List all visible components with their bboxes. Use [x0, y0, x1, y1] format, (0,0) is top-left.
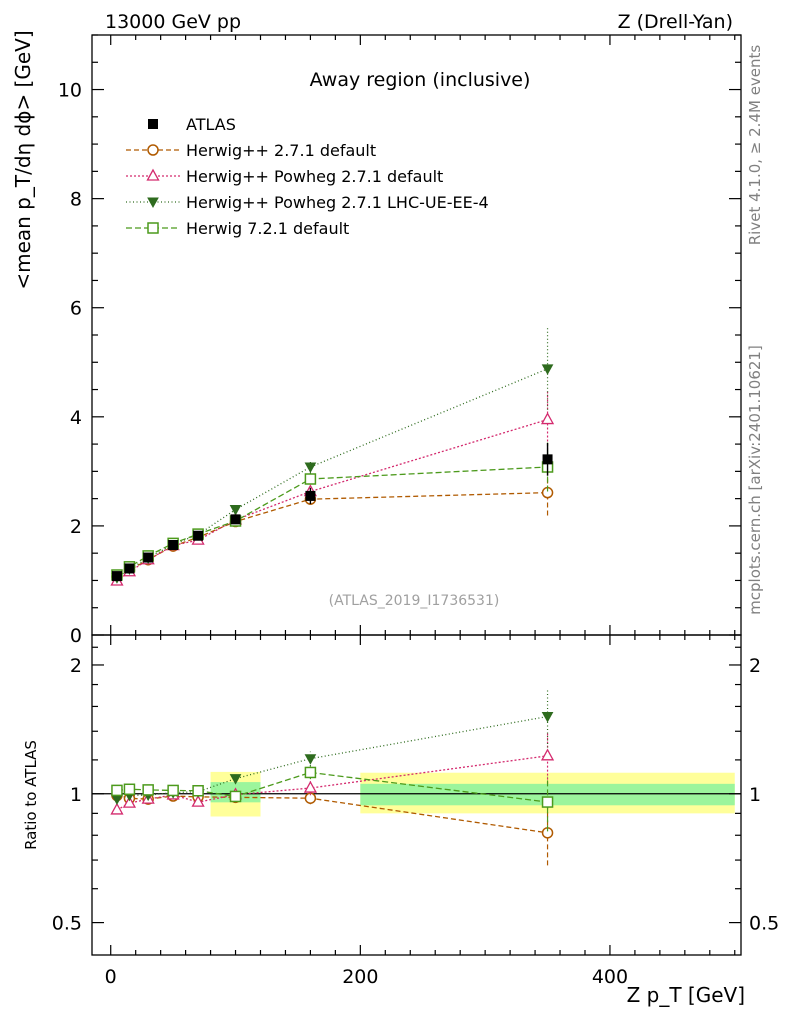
header-right: Z (Drell-Yan) — [618, 11, 733, 33]
ratio-panel-frame — [91, 634, 742, 956]
ratio-y-tick-label-right: 1 — [749, 784, 761, 806]
y-tick-label: 2 — [70, 516, 82, 538]
ratio-line-2 — [116, 715, 548, 800]
y-tick-label: 4 — [70, 407, 82, 429]
data-point — [168, 540, 179, 550]
legend-marker-data — [148, 119, 158, 129]
ratio-y-tick-label: 1 — [70, 784, 82, 806]
legend-marker-3 — [147, 222, 159, 234]
series-point — [304, 473, 317, 485]
ratio-point — [540, 748, 555, 761]
x-tick-label: 400 — [592, 966, 628, 988]
ratio-point — [304, 754, 317, 765]
data-point — [111, 571, 122, 582]
x-tick-label: 0 — [105, 966, 117, 988]
ratio-point — [304, 766, 317, 779]
ratio-point — [123, 783, 136, 796]
ratio-line-3 — [116, 771, 548, 803]
ratio-point — [541, 796, 554, 808]
ratio-point — [192, 784, 204, 797]
y-tick-label: 6 — [70, 298, 82, 320]
series-line-0 — [116, 491, 548, 578]
x-axis-label: Z p_T [GeV] — [627, 983, 745, 1007]
analysis-watermark: (ATLAS_2019_I1736531) — [329, 593, 500, 609]
data-point — [193, 530, 204, 541]
x-tick-label: 200 — [342, 966, 378, 988]
data-point — [230, 514, 241, 525]
legend-marker-1 — [146, 168, 160, 181]
y-tick-label: 0 — [70, 625, 82, 647]
rivet-label: Rivet 4.1.0, ≥ 2.4M events — [746, 45, 764, 246]
uncertainty-bands — [92, 771, 741, 817]
legend-label-1: Herwig++ Powheg 2.7.1 default — [186, 167, 443, 186]
series-line-1 — [116, 418, 548, 582]
ratio-point — [303, 780, 318, 793]
ratio-point — [304, 792, 317, 804]
y-tick-label: 8 — [70, 189, 82, 211]
axes: 0 200 400 0 2 4 6 8 10 0.5 0.5 1 1 2 2 — [52, 34, 779, 988]
ratio-y-axis-label: Ratio to ATLAS — [22, 740, 40, 850]
data-point — [542, 454, 553, 465]
legend-label-3: Herwig 7.2.1 default — [186, 219, 349, 238]
legend-marker-0 — [147, 144, 159, 156]
y-tick-label: 10 — [58, 80, 82, 102]
ratio-y-tick-label: 0.5 — [52, 913, 82, 935]
legend-label-2: Herwig++ Powheg 2.7.1 LHC-UE-EE-4 — [186, 193, 489, 212]
data-points — [110, 327, 555, 866]
ratio-point — [142, 784, 154, 796]
ratio-point — [110, 802, 124, 815]
ratio-point — [167, 784, 179, 797]
series-point — [541, 364, 554, 375]
series-line-2 — [116, 368, 548, 579]
data-point — [124, 563, 135, 574]
mcplots-label: mcplots.cern.ch [arXiv:2401.10621] — [746, 345, 764, 615]
ratio-point — [191, 794, 205, 807]
data-point — [143, 552, 154, 563]
data-point — [305, 490, 316, 501]
ratio-point — [229, 790, 242, 803]
y-axis-label: <mean p_T/dη dϕ> [GeV] — [11, 30, 35, 289]
legend: ATLAS Herwig++ 2.7.1 default Herwig++ Powh… — [126, 115, 489, 238]
ratio-y-tick-label-right: 0.5 — [749, 913, 779, 935]
series-point — [229, 505, 242, 516]
legend-label-data: ATLAS — [186, 115, 236, 134]
legend-label-0: Herwig++ 2.7.1 default — [186, 141, 376, 160]
ratio-point — [111, 784, 123, 797]
ratio-y-tick-label: 2 — [70, 655, 82, 677]
ratio-point — [541, 712, 554, 723]
ratio-point — [122, 795, 137, 808]
ratio-point — [229, 774, 242, 785]
series-point — [540, 412, 555, 425]
ratio-y-tick-label-right: 2 — [749, 655, 761, 677]
series-point — [304, 462, 317, 474]
chart-title: Away region (inclusive) — [310, 69, 531, 91]
legend-marker-2 — [147, 197, 159, 209]
header-left: 13000 GeV pp — [105, 11, 241, 33]
series-line-3 — [116, 466, 548, 576]
